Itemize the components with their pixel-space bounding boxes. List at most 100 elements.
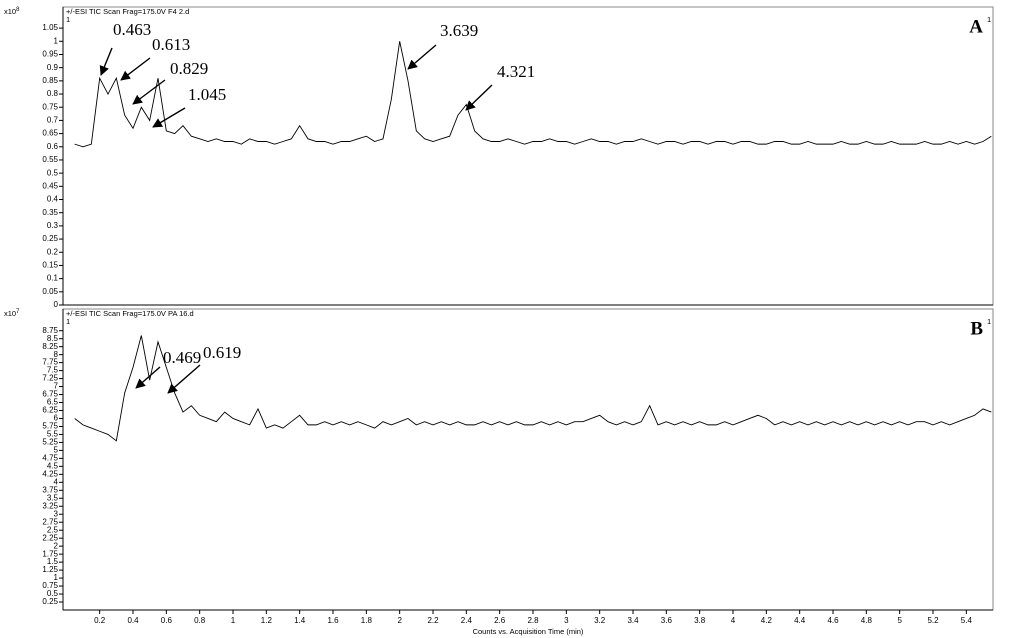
corner-label: 1 [987,15,991,24]
y-tick-label: 8.25 [42,342,58,351]
plot-frame [62,6,994,306]
panel-label: A [969,16,983,37]
y-tick-label: 0.25 [42,234,58,243]
y-tick-label: 0.05 [42,287,58,296]
x-tick-label: 4.2 [761,616,773,625]
y-tick-label: 1.5 [47,557,59,566]
y-tick-label: 3.75 [42,485,58,494]
y-tick-label: 7.5 [47,366,59,375]
y-tick-label: 0.8 [47,89,59,98]
y-tick-label: 1.75 [42,549,58,558]
x-tick-label: 3 [564,616,569,625]
annotation-arrow [99,47,113,76]
y-tick-label: 4.25 [42,469,58,478]
trace [74,335,992,442]
peak-annotation: 0.469 [163,348,201,367]
peak-annotation: 0.829 [170,59,208,78]
y-tick-label: 5.75 [42,422,58,431]
x-tick-label: 3.8 [694,616,706,625]
panel-title: +/-ESI TIC Scan Frag=175.0V F4 2.d [66,7,189,16]
x-tick-label: 1.4 [294,616,306,625]
annotation-arrow [132,79,166,105]
x-axis-label: Counts vs. Acquisition Time (min) [473,627,584,636]
y-tick-label: 0.85 [42,76,58,85]
x-tick-label: 0.2 [94,616,106,625]
peak-annotation: 0.619 [203,343,241,362]
x-tick-label: 2.8 [527,616,539,625]
x-tick-label: 1.6 [327,616,339,625]
corner-label: 1 [987,317,991,326]
x-tick-label: 1 [231,616,236,625]
annotation-arrow [152,107,186,128]
y-tick-label: 4.5 [47,461,59,470]
corner-label: 1 [66,15,70,24]
x-tick-label: 4.8 [861,616,873,625]
corner-label: 1 [66,317,70,326]
y-tick-label: 0.45 [42,181,58,190]
y-scale-label: x107 [4,309,20,318]
peak-annotation: 0.463 [113,20,151,39]
y-scale-base: x10 [4,7,16,16]
annotation-arrow [135,366,161,389]
x-tick-label: 1.2 [261,616,273,625]
y-tick-label: 0.25 [42,597,58,606]
y-tick-label: 1 [54,573,59,582]
y-tick-label: 7.25 [42,374,58,383]
x-tick-label: 4 [731,616,736,625]
panel-label: B [970,318,983,339]
y-tick-label: 6 [54,414,59,423]
y-tick-label: 0.35 [42,208,58,217]
y-scale-exponent: 8 [16,7,20,13]
x-tick-label: 2.2 [427,616,439,625]
y-tick-label: 2.25 [42,533,58,542]
x-tick-label: 5.4 [961,616,973,625]
y-tick-label: 2.75 [42,517,58,526]
y-tick-label: 0.65 [42,129,58,138]
y-tick-label: 8.75 [42,326,58,335]
y-tick-label: 0.4 [47,195,59,204]
y-tick-label: 3.5 [47,493,59,502]
y-tick-label: 0.2 [47,247,59,256]
y-tick-label: 0.5 [47,168,59,177]
y-tick-label: 0.6 [47,142,59,151]
panel-title: +/-ESI TIC Scan Frag=175.0V PA 16.d [66,309,194,318]
y-tick-label: 1.05 [42,23,58,32]
y-tick-label: 0.5 [47,589,59,598]
annotation-arrow [465,84,493,111]
annotation-arrow [120,57,151,81]
y-tick-label: 5 [54,446,59,455]
peak-annotation: 0.613 [152,35,190,54]
y-tick-label: 0.7 [47,116,59,125]
y-tick-label: 3 [54,509,59,518]
x-tick-label: 4.6 [827,616,839,625]
x-tick-label: 3.4 [627,616,639,625]
x-tick-label: 3.2 [594,616,606,625]
y-tick-label: 6.5 [47,398,59,407]
y-tick-label: 8 [54,350,59,359]
x-tick-label: 4.4 [794,616,806,625]
y-scale-base: x10 [4,309,16,318]
peak-annotation: 4.321 [497,62,535,81]
y-tick-label: 3.25 [42,501,58,510]
y-tick-label: 6.25 [42,406,58,415]
y-tick-label: 0.15 [42,261,58,270]
x-tick-label: 0.8 [194,616,206,625]
y-tick-label: 0.75 [42,581,58,590]
y-tick-label: 0.3 [47,221,59,230]
trace [74,41,992,148]
x-tick-label: 1.8 [361,616,373,625]
y-scale-exponent: 7 [16,309,20,315]
annotation-arrow [167,364,201,394]
y-tick-label: 0.55 [42,155,58,164]
y-tick-label: 4 [54,477,59,486]
y-tick-label: 1.25 [42,565,58,574]
x-tick-label: 2.6 [494,616,506,625]
x-tick-label: 0.4 [127,616,139,625]
y-tick-label: 7.75 [42,358,58,367]
peak-annotation: 1.045 [188,85,226,104]
y-tick-label: 5.25 [42,438,58,447]
y-tick-label: 6.75 [42,390,58,399]
x-tick-label: 3.6 [661,616,673,625]
x-tick-label: 5.2 [927,616,939,625]
y-tick-label: 0 [54,300,59,309]
